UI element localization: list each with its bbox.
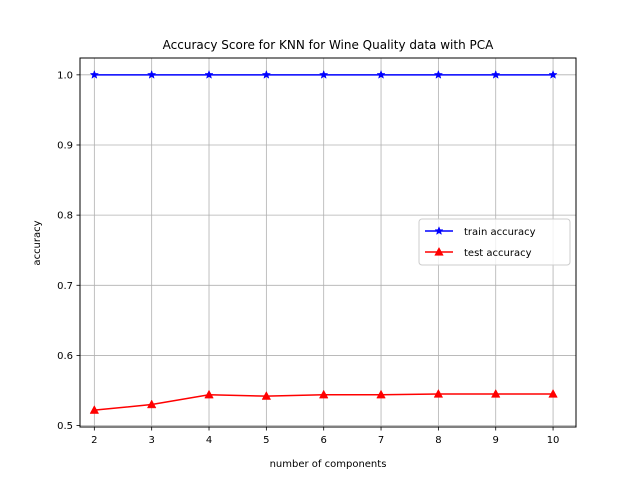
series-point-triangle	[261, 391, 272, 400]
y-tick-label: 0.7	[57, 281, 73, 292]
x-axis-label: number of components	[270, 459, 387, 470]
ticks: 2 3 4 5 6 7 8 9 10 0.5 0.6 0.7 0.8 0.9 1.0	[57, 70, 559, 446]
series-point-star	[204, 69, 214, 79]
series-point-star	[319, 69, 329, 79]
series-point-triangle	[376, 389, 386, 399]
series-layer	[89, 69, 558, 414]
x-tick-label: 2	[91, 435, 97, 446]
series-point-star	[261, 69, 272, 79]
series-train-accuracy	[89, 69, 558, 79]
legend-box	[418, 218, 571, 266]
series-point-triangle	[491, 389, 501, 398]
y-tick-label: 0.6	[57, 351, 73, 362]
x-tick-label: 3	[148, 435, 154, 446]
series-point-star	[491, 69, 501, 79]
series-point-triangle	[146, 399, 157, 409]
series-point-triangle	[89, 405, 100, 414]
series-point-star	[376, 69, 386, 79]
x-tick-label: 10	[547, 435, 560, 446]
y-axis-label: accuracy	[32, 220, 43, 265]
series-point-triangle	[434, 246, 444, 256]
legend-item: train accuracy	[425, 226, 536, 238]
legend-item: test accuracy	[425, 246, 532, 259]
x-tick-label: 7	[378, 435, 384, 446]
series-point-triangle	[433, 389, 444, 398]
y-tick-label: 1.0	[57, 70, 73, 81]
series-point-triangle	[319, 389, 329, 399]
series-point-star	[146, 69, 157, 79]
x-tick-label: 9	[493, 435, 499, 446]
chart-title: Accuracy Score for KNN for Wine Quality …	[163, 38, 494, 52]
series-point-triangle	[548, 389, 558, 398]
x-tick-label: 5	[263, 435, 269, 446]
series-point-star	[434, 226, 444, 235]
series-point-star	[89, 69, 100, 79]
x-tick-label: 4	[206, 435, 212, 446]
series-test-accuracy	[89, 389, 558, 414]
series-point-star	[433, 69, 444, 79]
series-point-triangle	[204, 389, 214, 399]
plot-frame	[79, 57, 577, 428]
legend-label: train accuracy	[464, 227, 536, 238]
y-tick-label: 0.5	[57, 421, 73, 432]
legend-label: test accuracy	[464, 248, 532, 259]
x-tick-label: 8	[435, 435, 441, 446]
series-point-star	[548, 69, 558, 79]
legend: train accuracy test accuracy	[418, 218, 571, 266]
x-tick-label: 6	[321, 435, 327, 446]
y-tick-label: 0.9	[57, 140, 73, 151]
y-tick-label: 0.8	[57, 211, 73, 222]
